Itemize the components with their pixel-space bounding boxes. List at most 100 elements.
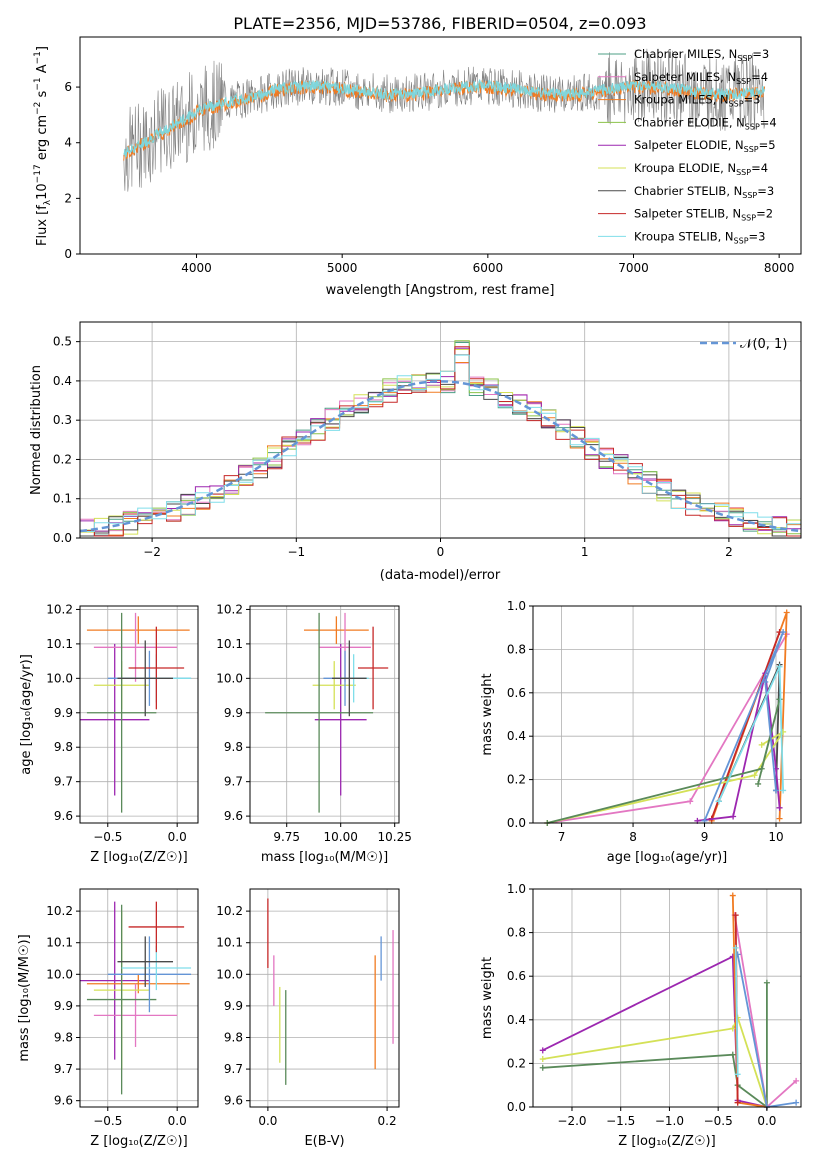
panel-ytick-label: 9.9 <box>224 706 243 720</box>
legend-label-n: =4 <box>751 161 768 175</box>
panel-xlabel: Z [log₁₀(Z/Z☉)] <box>90 850 187 865</box>
figure-title: PLATE=2356, MJD=53786, FIBERID=0504, z=0… <box>233 14 646 33</box>
panel-ylabel: age [log₁₀(age/yr)] <box>19 654 34 775</box>
panel-ytick-label: 10.0 <box>216 671 243 685</box>
panel-ytick-label: 10.1 <box>46 637 73 651</box>
panel-ytick-label: 1.0 <box>507 882 526 896</box>
legend-label-n: =2 <box>756 207 773 221</box>
panel-marks <box>267 898 394 1085</box>
histogram-step-line <box>80 354 801 532</box>
panel-ytick-label: 0.8 <box>507 642 526 656</box>
spectrum-ytick-label: 2 <box>64 191 72 205</box>
spectrum-xtick-label: 8000 <box>764 261 795 275</box>
panel-ylabel: mass [log₁₀(M/M☉)] <box>17 934 32 1061</box>
legend-label: Kroupa MILES, NSSP=3 <box>634 93 760 109</box>
model-spectrum-line <box>123 78 766 158</box>
panel-marks <box>544 609 790 826</box>
panel-xtick-label: 10 <box>768 830 783 844</box>
panel-ytick-label: 9.8 <box>224 1030 243 1044</box>
weight-point-marker <box>539 1064 546 1071</box>
panel-xtick-label: 0.0 <box>168 1114 187 1128</box>
spectrum-ytick-label: 6 <box>64 80 72 94</box>
weight-point-marker <box>734 1071 741 1078</box>
legend-label-sub: SSP <box>741 214 756 223</box>
panel-ytick-label: 9.8 <box>54 1030 73 1044</box>
panel-axes-frame <box>79 888 199 1108</box>
panel-grid <box>80 889 198 1107</box>
spectrum-ytick-label: 4 <box>64 136 72 150</box>
panel-ytick-label: 9.7 <box>54 775 73 789</box>
panel-xtick-label: 0.0 <box>757 1114 776 1128</box>
legend-label-name: Kroupa MILES, N <box>634 93 729 107</box>
panel-xtick-label: −1.0 <box>655 1114 684 1128</box>
panel-ylabel: mass weight <box>480 673 495 755</box>
spectrum-ytick-label: 0 <box>64 247 72 261</box>
mass-vs-metallicity-panel: −0.5 0.0 9.6 9.7 9.8 9.9 10.0 10.1 10.2 Z [log₁₀(… <box>17 888 199 1149</box>
panel-ytick-label: 0.2 <box>507 1056 526 1070</box>
weight-point-marker <box>762 678 769 685</box>
histogram-step-line <box>80 346 801 537</box>
panel-ytick-label: 9.9 <box>224 999 243 1013</box>
weight-point-marker <box>783 609 790 616</box>
weight-point-marker <box>732 912 739 919</box>
legend-label: Kroupa ELODIE, NSSP=4 <box>634 161 768 177</box>
weight-series-line <box>733 915 797 1109</box>
weight-point-marker <box>776 696 783 703</box>
weight-series-line <box>542 982 768 1109</box>
legend-label: Kroupa STELIB, NSSP=3 <box>634 229 765 245</box>
legend-label-sub: SSP <box>736 168 751 177</box>
legend-label-sub: SSP <box>729 100 744 109</box>
histogram-xtick-label: −2 <box>143 545 161 559</box>
panel-xlabel: age [log₁₀(age/yr)] <box>607 850 728 865</box>
histogram-ytick-label: 0.4 <box>53 374 72 388</box>
panel-xtick-label: −0.5 <box>704 1114 733 1128</box>
histogram-ytick-label: 0.1 <box>53 492 72 506</box>
age-vs-mass-panel: 9.75 10.00 10.25 9.6 9.7 9.8 9.9 10.0 10.1 10.2 ma… <box>216 602 412 865</box>
histogram-ytick-label: 0.3 <box>53 413 72 427</box>
panel-ytick-label: 10.2 <box>216 602 243 616</box>
legend-label-sub: SSP <box>736 77 751 86</box>
panel-ytick-label: 9.8 <box>54 740 73 754</box>
weight-series-line <box>542 955 768 1108</box>
weight-series-line <box>710 631 781 820</box>
histogram-ylabel: Normed distribution <box>29 365 44 495</box>
panel-ytick-label: 10.0 <box>46 967 73 981</box>
spectrum-xtick-label: 4000 <box>181 261 212 275</box>
weight-point-marker <box>793 1077 800 1084</box>
legend-label-name: Chabrier MILES, N <box>634 47 737 61</box>
legend-label: Salpeter STELIB, NSSP=2 <box>634 207 773 223</box>
panel-xtick-label: −0.5 <box>93 830 122 844</box>
histogram-xtick-label: 0 <box>437 545 445 559</box>
panel-axes-frame <box>79 605 199 824</box>
legend-label-n: =3 <box>749 229 766 243</box>
panel-xtick-label: 9.75 <box>273 830 300 844</box>
legend-label-name: Salpeter ELODIE, N <box>634 138 744 152</box>
panel-ytick-label: 9.7 <box>224 1062 243 1076</box>
legend-label: Chabrier MILES, NSSP=3 <box>634 47 769 63</box>
panel-xtick-label: 7 <box>558 830 566 844</box>
weight-point-marker <box>715 798 722 805</box>
spectrum-xlabel: wavelength [Angstrom, rest frame] <box>326 283 555 298</box>
panel-marks <box>265 612 389 813</box>
weight-point-marker <box>780 787 787 794</box>
panel-xtick-label: −0.5 <box>93 1114 122 1128</box>
normal-legend-label: 𝒩(0, 1) <box>740 337 787 352</box>
panel-xlabel: Z [log₁₀(Z/Z☉)] <box>618 1134 715 1149</box>
panel-xtick-label: 0.0 <box>258 1114 277 1128</box>
weight-vs-age-panel: 7 8 9 10 0.0 0.2 0.4 0.6 0.8 1.0 age [log₁₀(age/yr… <box>480 599 802 865</box>
panel-ytick-label: 10.0 <box>46 671 73 685</box>
spectrum-xtick-label: 7000 <box>618 261 649 275</box>
weight-point-marker <box>751 772 758 779</box>
weight-point-marker <box>780 629 787 636</box>
panel-ytick-label: 10.1 <box>216 637 243 651</box>
legend-label: Salpeter MILES, NSSP=4 <box>634 70 768 86</box>
legend-label-sub: SSP <box>744 145 759 154</box>
panel-xtick-label: 0.0 <box>168 830 187 844</box>
panel-ytick-label: 9.6 <box>224 809 243 823</box>
panel-ylabel: mass weight <box>480 957 495 1039</box>
panel-xtick-label: 10.25 <box>378 830 412 844</box>
legend-label: Salpeter ELODIE, NSSP=5 <box>634 138 776 154</box>
spectrum-ylabel: Flux [fλ10−17 erg cm−2 s−1 A−1] <box>33 46 53 246</box>
panel-ytick-label: 9.7 <box>224 775 243 789</box>
